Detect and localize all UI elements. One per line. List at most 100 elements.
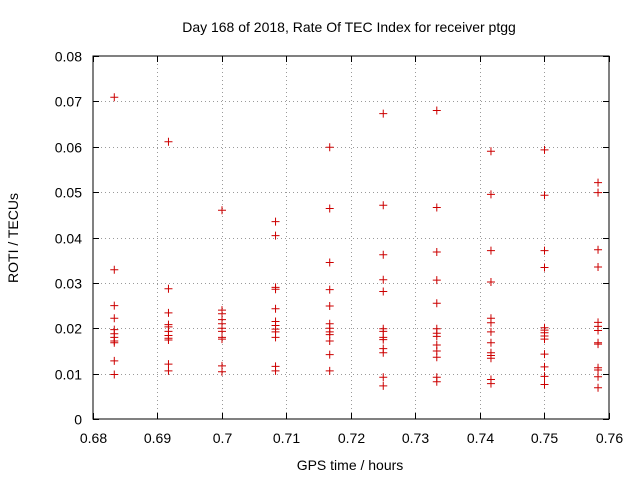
data-point bbox=[540, 350, 549, 359]
data-point bbox=[164, 137, 173, 146]
data-point bbox=[110, 370, 119, 379]
data-point bbox=[432, 377, 441, 386]
data-point bbox=[432, 248, 441, 257]
data-point bbox=[271, 304, 280, 313]
data-point bbox=[486, 354, 495, 363]
data-point bbox=[271, 285, 280, 294]
x-tick-label: 0.71 bbox=[273, 430, 300, 446]
y-tick-label: 0.01 bbox=[55, 367, 82, 383]
data-point bbox=[486, 379, 495, 388]
x-tick-label: 0.72 bbox=[338, 430, 365, 446]
data-point bbox=[325, 204, 334, 213]
data-point bbox=[379, 250, 388, 259]
data-point bbox=[432, 276, 441, 285]
data-point bbox=[594, 188, 603, 197]
data-point bbox=[540, 362, 549, 371]
data-point bbox=[379, 287, 388, 296]
data-point bbox=[594, 245, 603, 254]
y-tick-label: 0.05 bbox=[55, 185, 82, 201]
x-tick-label: 0.69 bbox=[144, 430, 171, 446]
data-point bbox=[379, 348, 388, 357]
data-point bbox=[325, 302, 334, 311]
data-point bbox=[164, 308, 173, 317]
data-point bbox=[486, 327, 495, 336]
data-point bbox=[486, 318, 495, 327]
y-tick-label: 0.06 bbox=[55, 140, 82, 156]
data-point bbox=[110, 338, 119, 347]
data-point bbox=[325, 336, 334, 345]
y-tick-label: 0.04 bbox=[55, 231, 82, 247]
data-point bbox=[594, 365, 603, 374]
data-point bbox=[164, 336, 173, 345]
data-point bbox=[379, 381, 388, 390]
x-tick-label: 0.75 bbox=[531, 430, 558, 446]
data-point bbox=[486, 277, 495, 286]
data-point bbox=[486, 147, 495, 156]
data-point bbox=[432, 203, 441, 212]
y-tick-label: 0.02 bbox=[55, 321, 82, 337]
data-point bbox=[325, 285, 334, 294]
data-point bbox=[164, 360, 173, 369]
data-point bbox=[325, 143, 334, 152]
data-point bbox=[432, 332, 441, 341]
y-tick-label: 0 bbox=[74, 412, 82, 428]
x-tick-label: 0.73 bbox=[402, 430, 429, 446]
x-tick-label: 0.74 bbox=[467, 430, 494, 446]
data-point bbox=[379, 373, 388, 382]
data-point bbox=[379, 275, 388, 284]
y-tick-label: 0.08 bbox=[55, 49, 82, 65]
data-point bbox=[594, 178, 603, 187]
y-tick-labels: 0 0.01 0.02 0.03 0.04 0.05 0.06 0.07 0.08 bbox=[55, 49, 82, 428]
data-point bbox=[432, 299, 441, 308]
data-point bbox=[540, 372, 549, 381]
data-point bbox=[218, 206, 226, 215]
data-point bbox=[594, 372, 603, 381]
data-point bbox=[486, 338, 495, 347]
data-point bbox=[110, 314, 119, 323]
x-tick-labels: 0.68 0.69 0.7 0.71 0.72 0.73 0.74 0.75 0.76 bbox=[80, 430, 623, 446]
data-point bbox=[594, 340, 603, 349]
data-point bbox=[594, 383, 603, 392]
data-point bbox=[218, 335, 226, 344]
data-point bbox=[325, 366, 334, 375]
data-points bbox=[110, 93, 603, 392]
data-point bbox=[540, 191, 549, 200]
data-point bbox=[110, 301, 119, 310]
data-point bbox=[271, 231, 280, 240]
data-point bbox=[110, 356, 119, 365]
x-tick-label: 0.7 bbox=[213, 430, 233, 446]
x-tick-label: 0.76 bbox=[596, 430, 623, 446]
data-point bbox=[432, 353, 441, 362]
data-point bbox=[594, 326, 603, 335]
data-point bbox=[110, 93, 119, 102]
data-point bbox=[486, 246, 495, 255]
data-point bbox=[540, 145, 549, 154]
data-point bbox=[325, 350, 334, 359]
x-tick-label: 0.68 bbox=[80, 430, 107, 446]
data-point bbox=[432, 106, 441, 115]
data-point bbox=[379, 335, 388, 344]
axis-ticks bbox=[93, 56, 610, 420]
y-tick-label: 0.07 bbox=[55, 94, 82, 110]
gridlines bbox=[93, 56, 609, 419]
data-point bbox=[110, 265, 119, 274]
x-axis-title: GPS time / hours bbox=[297, 457, 404, 473]
chart-title: Day 168 of 2018, Rate Of TEC Index for r… bbox=[182, 19, 516, 35]
data-point bbox=[164, 284, 173, 293]
data-point bbox=[218, 367, 226, 376]
data-point bbox=[540, 246, 549, 255]
y-axis-title: ROTI / TECUs bbox=[5, 193, 21, 283]
data-point bbox=[271, 366, 280, 375]
y-tick-label: 0.03 bbox=[55, 276, 82, 292]
data-point bbox=[540, 380, 549, 389]
data-point bbox=[379, 109, 388, 118]
data-point bbox=[540, 335, 549, 344]
data-point bbox=[379, 201, 388, 210]
data-point bbox=[164, 366, 173, 375]
data-point bbox=[271, 217, 280, 226]
data-point bbox=[325, 258, 334, 267]
data-point bbox=[486, 190, 495, 199]
data-point bbox=[271, 333, 280, 342]
data-point bbox=[540, 263, 549, 272]
